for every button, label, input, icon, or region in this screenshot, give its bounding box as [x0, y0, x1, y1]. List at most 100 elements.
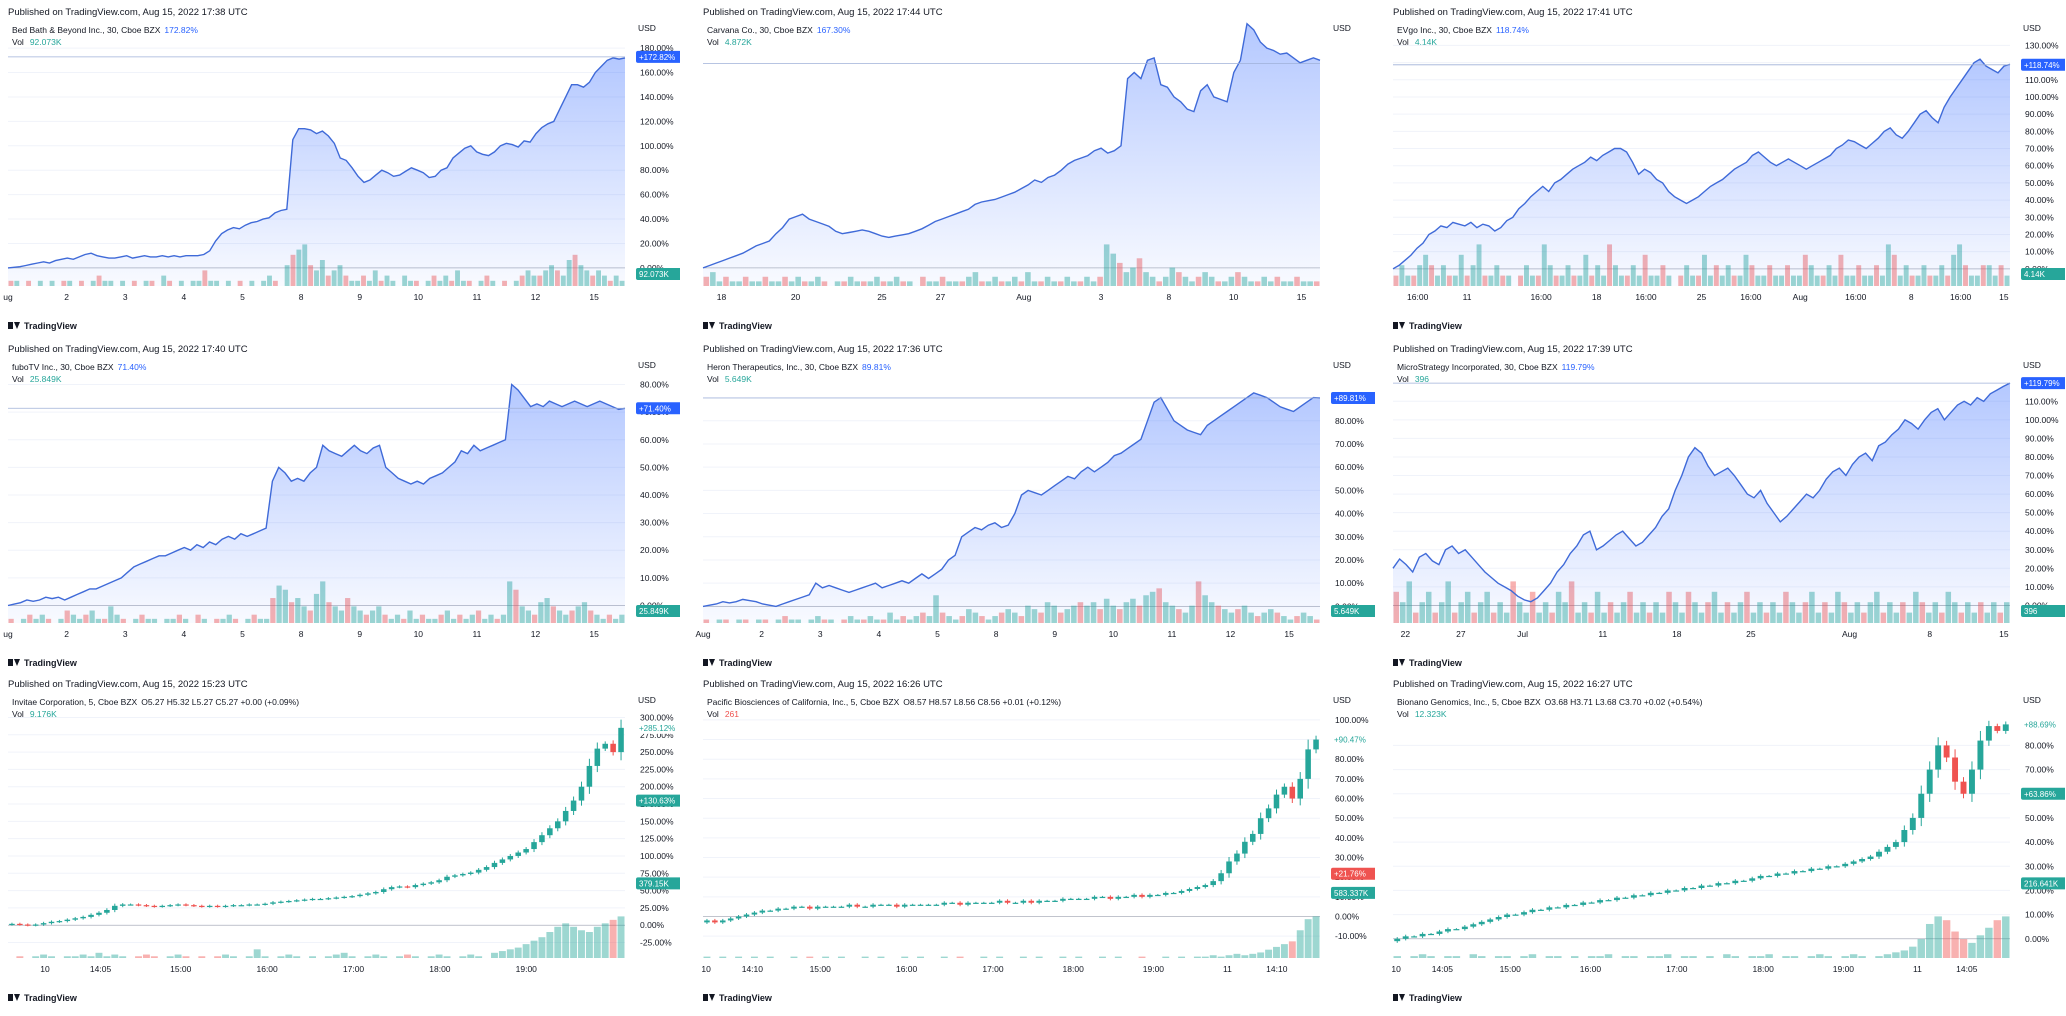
chart-panel[interactable]: Published on TradingView.com, Aug 15, 20… [1385, 337, 2065, 674]
candle-body [973, 902, 979, 904]
candle-body [64, 919, 71, 922]
x-tick-label: 14:10 [742, 964, 764, 974]
y-tick-label: 60.00% [1335, 462, 1364, 472]
volume-bar [198, 956, 206, 958]
candle-body [1273, 794, 1280, 809]
chart-panel[interactable]: Published on TradingView.com, Aug 15, 20… [695, 672, 1375, 1009]
volume-bar [1217, 956, 1225, 958]
volume-bar [980, 956, 988, 958]
y-tick-label: 60.00% [640, 435, 669, 445]
candle-body [309, 898, 316, 901]
candle-body [578, 786, 585, 801]
chart-panel[interactable]: Published on TradingView.com, Aug 15, 20… [1385, 672, 2065, 1009]
y-tick-label: 30.00% [2025, 212, 2054, 222]
volume-bar [861, 956, 869, 958]
candle-body [444, 876, 450, 881]
candle-body [1673, 890, 1680, 892]
symbol-header: Carvana Co., 30, Cboe BZX 167.30% [707, 25, 850, 35]
candle-body [846, 904, 853, 907]
axis-unit: USD [1333, 360, 1351, 370]
candle-body [254, 904, 260, 906]
volume-tag-bg [2021, 605, 2065, 617]
x-tick-label: 3 [123, 292, 128, 302]
y-tick-label: 250.00% [640, 747, 674, 757]
volume-bar [71, 956, 79, 958]
x-tick-label: 10 [701, 964, 711, 974]
candle-body [539, 835, 545, 843]
volume-bar [103, 956, 111, 958]
volume-value: 396 [1414, 374, 1430, 384]
volume-tag: 5.649K [1334, 607, 1360, 616]
chart-svg: 180.00%160.00%140.00%120.00%100.00%80.00… [3, 43, 680, 302]
y-tick-label: 150.00% [640, 816, 674, 826]
y-tick-label: 20.00% [2025, 229, 2054, 239]
axis-unit: USD [1333, 23, 1351, 33]
x-tick-label: 16:00 [1635, 292, 1657, 302]
candle-body [807, 906, 813, 909]
area-fill [8, 384, 625, 623]
volume-bar [766, 956, 774, 958]
symbol-name: Pacific Biosciences of California, Inc.,… [707, 697, 900, 707]
volume-bar [348, 956, 356, 958]
candle-body [491, 862, 498, 868]
y-tick-label: 50.00% [1335, 813, 1364, 823]
x-tick-label: 15 [589, 292, 599, 302]
series-line [7, 383, 626, 607]
volume-bar [996, 956, 1004, 958]
x-tick-label: Aug [1016, 292, 1031, 302]
chart-panel[interactable]: Published on TradingView.com, Aug 15, 20… [695, 337, 1375, 674]
y-tick-label: -25.00% [640, 938, 672, 948]
candle-body [1749, 878, 1756, 881]
volume-bar [174, 954, 182, 958]
volume-bar [16, 956, 24, 958]
volume-label: Vol [707, 374, 719, 384]
volume-bar [956, 956, 964, 958]
x-tick-label: Jul [1517, 629, 1528, 639]
chart-panel[interactable]: Published on TradingView.com, Aug 15, 20… [0, 337, 680, 674]
y-tick-label: 20.00% [2025, 563, 2054, 573]
y-tick-label: 225.00% [640, 764, 674, 774]
volume-bar [1604, 954, 1613, 958]
y-tick-label: 40.00% [1335, 833, 1364, 843]
x-tick-label: 20 [791, 292, 801, 302]
x-tick-label: Aug [1793, 292, 1808, 302]
last-value-tag: +285.12% [639, 724, 675, 733]
volume-tag: 396 [2024, 607, 2038, 616]
candle-body [1281, 786, 1288, 795]
candle-body [175, 904, 181, 906]
candle-body [1867, 856, 1874, 859]
volume-bar [1280, 944, 1288, 958]
y-tick-label: 10.00% [2025, 582, 2054, 592]
y-tick-label: 40.00% [2025, 837, 2054, 847]
y-tick-label: 70.00% [2025, 144, 2054, 154]
candle-body [1068, 898, 1074, 901]
candle-body [1402, 936, 1409, 939]
volume-value: 92.073K [29, 37, 62, 47]
candle-body [341, 896, 347, 899]
chart-panel[interactable]: Published on TradingView.com, Aug 15, 20… [0, 672, 680, 1009]
candle-body [119, 904, 126, 906]
chart-svg: 300.00%275.00%250.00%225.00%200.00%175.0… [8, 712, 680, 974]
y-tick-label: 80.00% [1335, 416, 1364, 426]
volume-bar [40, 954, 48, 958]
volume-bar [380, 956, 388, 958]
chart-panel[interactable]: Published on TradingView.com, Aug 15, 20… [0, 0, 680, 337]
volume-bar [554, 926, 562, 958]
y-tick-label: 30.00% [1335, 532, 1364, 542]
x-tick-label: 15 [589, 629, 599, 639]
chart-panel[interactable]: Published on TradingView.com, Aug 15, 20… [695, 0, 1375, 337]
chart-panel[interactable]: Published on TradingView.com, Aug 15, 20… [1385, 0, 2065, 337]
volume-bar [1968, 942, 1976, 958]
chart-svg: 90.00%80.00%70.00%60.00%50.00%40.00%30.0… [695, 392, 1375, 639]
x-tick-label: 27 [1456, 629, 1466, 639]
volume-tag: 25.849K [639, 607, 669, 616]
candle-body [1554, 907, 1561, 909]
candle-body [751, 912, 758, 915]
x-tick-label: 12 [531, 292, 541, 302]
candle-body [1147, 894, 1153, 897]
volume-bar [1494, 956, 1503, 958]
candle-body [365, 893, 371, 895]
candle-body [1453, 929, 1460, 931]
candle-body [1099, 896, 1106, 899]
x-tick-label: 4 [876, 629, 881, 639]
